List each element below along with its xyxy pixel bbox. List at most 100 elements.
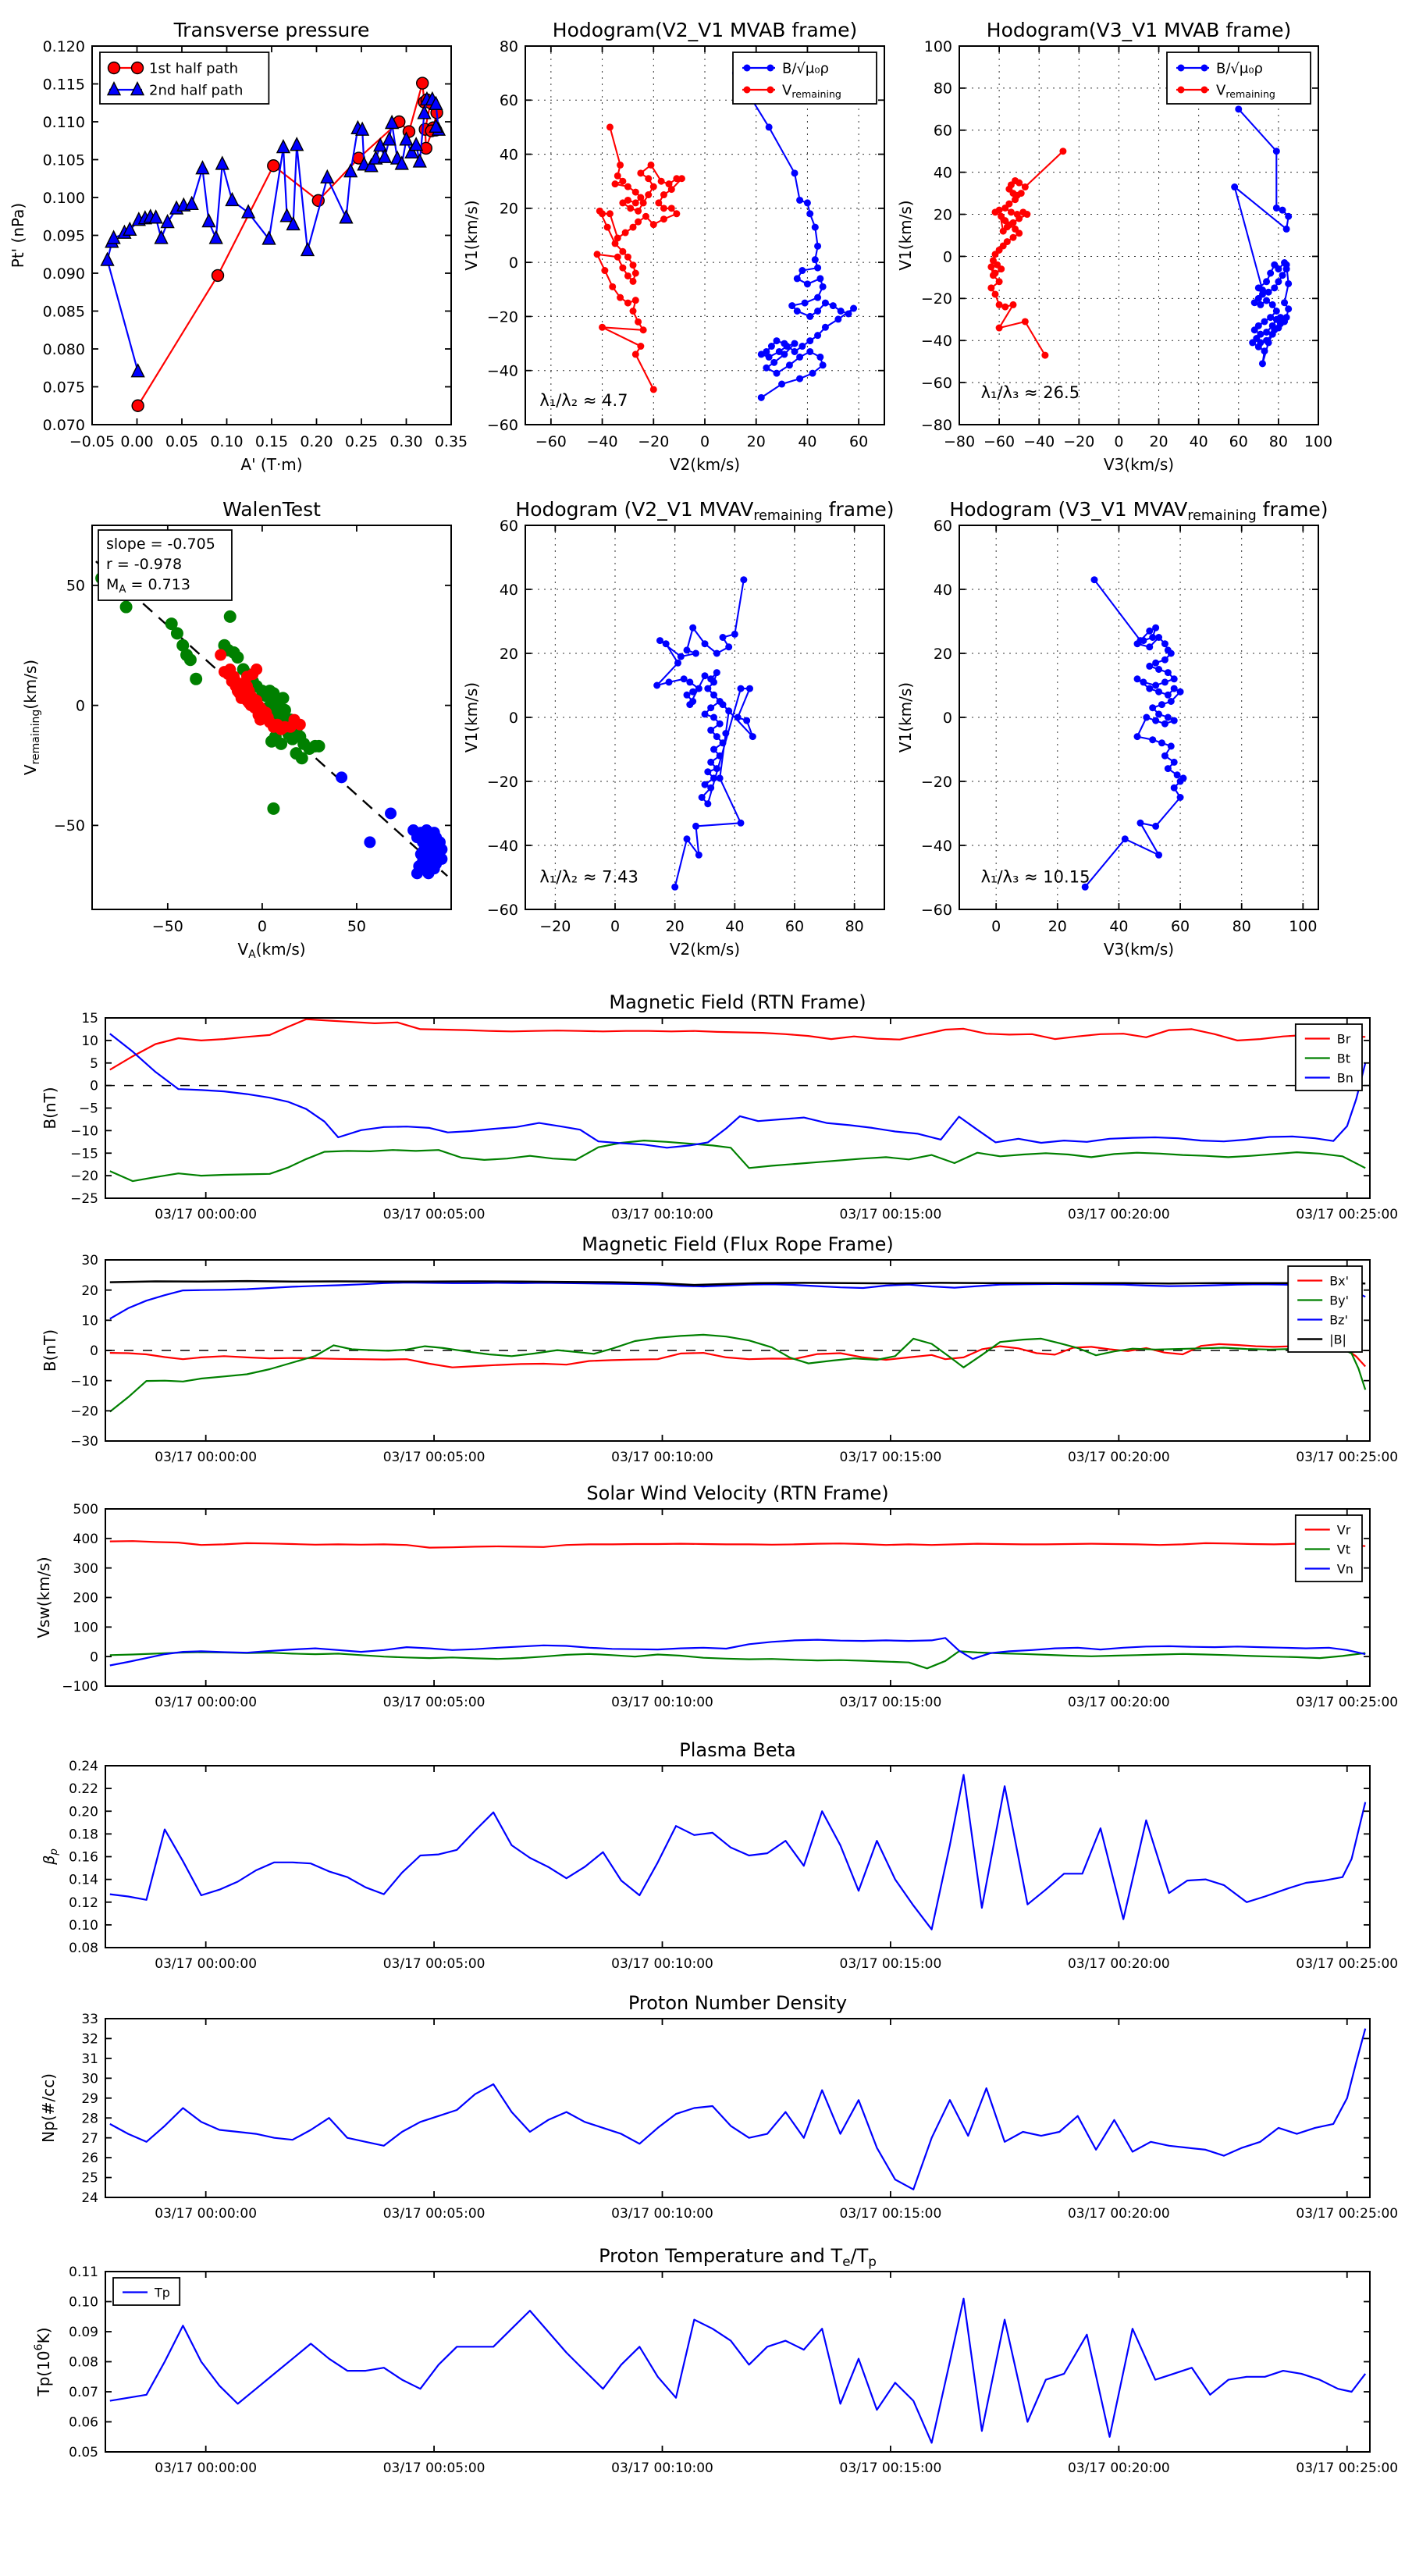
y-tick-label: 0.075 (43, 379, 85, 396)
x-tick-label: 03/17 00:15:00 (840, 2460, 942, 2476)
chart-vsw-rtn: 03/17 00:00:00 03/17 00:05:00 03/17 00:10:… (34, 1482, 1398, 1710)
series-vn (109, 1637, 1366, 1667)
stats-line: MA = 0.713 (106, 576, 190, 596)
x-tick-label: 80 (1232, 918, 1251, 935)
series-vr (109, 1540, 1366, 1549)
x-tick-label: −20 (539, 918, 571, 935)
legend: 1st half path 2nd half path (99, 52, 270, 105)
x-axis-label: A' (T·m) (240, 455, 302, 474)
y-tick-label: 0.100 (43, 190, 85, 207)
annotation: λ₁/λ₃ ≈ 10.15 (981, 868, 1090, 887)
x-tick-label: 60 (849, 433, 868, 450)
chart-title: Solar Wind Velocity (RTN Frame) (586, 1482, 888, 1504)
y-tick-label: −60 (921, 375, 952, 392)
x-axis-label: V3(km/s) (1104, 940, 1174, 959)
legend-label: By' (1329, 1293, 1349, 1308)
y-tick-label: 0.09 (69, 2325, 98, 2340)
legend-label: |B| (1329, 1332, 1346, 1347)
x-tick-label: 03/17 00:10:00 (611, 1695, 713, 1710)
y-tick-label: 0.08 (69, 1941, 98, 1956)
y-tick-label: 40 (934, 582, 952, 599)
y-tick-label: 60 (934, 518, 952, 535)
y-tick-label: 24 (81, 2190, 98, 2206)
y-tick-label: 0.120 (43, 38, 85, 55)
y-tick-label: 0.22 (69, 1781, 98, 1797)
y-tick-label: 0 (90, 1343, 98, 1359)
y-tick-label: −40 (487, 363, 518, 380)
y-axis-label: V1(km/s) (462, 682, 481, 753)
x-axis-label: V3(km/s) (1104, 455, 1174, 474)
x-tick-label: 03/17 00:15:00 (840, 2206, 942, 2222)
y-tick-label: 0.115 (43, 76, 85, 93)
y-tick-label: 40 (934, 165, 952, 182)
y-tick-label: −15 (70, 1146, 98, 1162)
y-axis-label: V1(km/s) (896, 200, 915, 270)
y-axis-label: Tp(106K) (33, 2327, 53, 2396)
chart-proton-density: 03/17 00:00:00 03/17 00:05:00 03/17 00:10:… (39, 1992, 1398, 2222)
y-tick-label: 40 (500, 582, 518, 599)
y-tick-label: 31 (81, 2051, 98, 2067)
x-tick-label: 80 (845, 918, 864, 935)
x-tick-label: 03/17 00:20:00 (1068, 2206, 1170, 2222)
stats-line: slope = -0.705 (106, 535, 215, 553)
y-axis-label: B(nT) (41, 1329, 59, 1372)
series-tp (109, 2297, 1367, 2444)
y-tick-label: 100 (73, 1620, 98, 1635)
ticks: −60 −40 −20 0 20 40 60 −60 −40 −20 0 20 40 60 80 (487, 38, 884, 450)
y-tick-label: −100 (62, 1679, 98, 1695)
x-tick-label: −0.05 (69, 433, 115, 450)
x-tick-label: 20 (747, 433, 766, 450)
y-tick-label: 0 (509, 710, 518, 727)
y-tick-label: 300 (73, 1561, 98, 1577)
x-tick-label: −40 (1023, 433, 1055, 450)
y-tick-label: −50 (54, 817, 85, 834)
ticks: −20 0 20 40 60 80 −60 −40 −20 0 20 40 60 (487, 518, 884, 935)
x-tick-label: 03/17 00:25:00 (1296, 1207, 1398, 1222)
y-tick-label: 20 (500, 201, 518, 218)
ticks: 03/17 00:00:00 03/17 00:05:00 03/17 00:10:… (70, 1011, 1398, 1222)
x-tick-label: 0 (991, 918, 1001, 935)
y-tick-label: 40 (500, 146, 518, 163)
x-tick-label: 03/17 00:15:00 (840, 1956, 942, 1972)
y-axis-label: βp (41, 1848, 60, 1866)
series-b- (1231, 105, 1293, 368)
x-tick-label: 0.25 (345, 433, 378, 450)
y-tick-label: −40 (921, 838, 952, 855)
y-tick-label: 100 (924, 38, 952, 55)
y-tick-label: −20 (70, 1169, 98, 1184)
chart-title: Hodogram(V3_V1 MVAB frame) (987, 19, 1291, 41)
x-tick-label: −40 (587, 433, 618, 450)
x-tick-label: 03/17 00:20:00 (1068, 1207, 1170, 1222)
x-tick-label: 40 (725, 918, 744, 935)
x-tick-label: 03/17 00:25:00 (1296, 1695, 1398, 1710)
y-tick-label: −10 (70, 1123, 98, 1139)
x-tick-label: 20 (1149, 433, 1168, 450)
legend: Br Bt Bn (1294, 1023, 1363, 1091)
y-tick-label: −60 (487, 417, 518, 434)
y-tick-label: −20 (921, 290, 952, 308)
legend: Vr Vt Vn (1294, 1514, 1363, 1582)
chart-title: Plasma Beta (679, 1739, 795, 1761)
y-tick-label: 0 (76, 697, 85, 714)
y-tick-label: 25 (81, 2171, 98, 2186)
y-tick-label: 60 (500, 92, 518, 109)
series-np (109, 2028, 1367, 2190)
legend-label: 2nd half path (149, 82, 243, 98)
x-tick-label: −20 (1063, 433, 1094, 450)
y-tick-label: 27 (81, 2131, 98, 2147)
x-tick-label: −60 (535, 433, 567, 450)
chart-title: Transverse pressure (173, 19, 370, 41)
x-tick-label: 100 (1289, 918, 1317, 935)
legend-label: Bx' (1329, 1273, 1349, 1288)
series-v2-v1-path (653, 576, 756, 891)
x-tick-label: 60 (1229, 433, 1248, 450)
x-tick-label: 20 (666, 918, 685, 935)
y-tick-label: −60 (487, 902, 518, 919)
y-tick-label: 33 (81, 2012, 98, 2027)
y-tick-label: 50 (66, 578, 85, 595)
y-tick-label: −40 (921, 333, 952, 350)
x-tick-label: 03/17 00:25:00 (1296, 2460, 1398, 2476)
series--b- (109, 1279, 1366, 1286)
y-axis-label: Vremaining(km/s) (21, 660, 42, 775)
